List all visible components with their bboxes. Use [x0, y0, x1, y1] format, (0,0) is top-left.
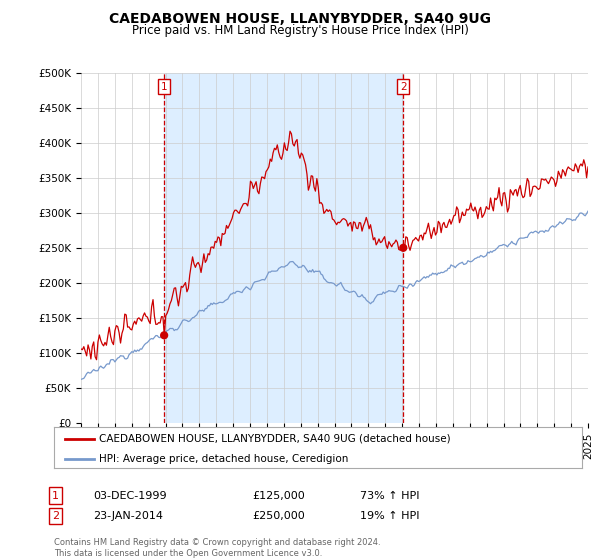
Text: HPI: Average price, detached house, Ceredigion: HPI: Average price, detached house, Cere… — [99, 454, 348, 464]
Text: 1: 1 — [52, 491, 59, 501]
Text: CAEDABOWEN HOUSE, LLANYBYDDER, SA40 9UG (detached house): CAEDABOWEN HOUSE, LLANYBYDDER, SA40 9UG … — [99, 433, 451, 444]
Text: CAEDABOWEN HOUSE, LLANYBYDDER, SA40 9UG: CAEDABOWEN HOUSE, LLANYBYDDER, SA40 9UG — [109, 12, 491, 26]
Text: 03-DEC-1999: 03-DEC-1999 — [93, 491, 167, 501]
Text: £250,000: £250,000 — [252, 511, 305, 521]
Point — [398, 243, 408, 252]
Text: Price paid vs. HM Land Registry's House Price Index (HPI): Price paid vs. HM Land Registry's House … — [131, 24, 469, 37]
Text: 23-JAN-2014: 23-JAN-2014 — [93, 511, 163, 521]
Text: Contains HM Land Registry data © Crown copyright and database right 2024.
This d: Contains HM Land Registry data © Crown c… — [54, 538, 380, 558]
Text: 73% ↑ HPI: 73% ↑ HPI — [360, 491, 419, 501]
Text: £125,000: £125,000 — [252, 491, 305, 501]
Text: 1: 1 — [161, 82, 167, 92]
Text: 2: 2 — [400, 82, 407, 92]
Bar — [164, 73, 403, 423]
Text: 2: 2 — [52, 511, 59, 521]
Point — [160, 331, 169, 340]
Text: 19% ↑ HPI: 19% ↑ HPI — [360, 511, 419, 521]
